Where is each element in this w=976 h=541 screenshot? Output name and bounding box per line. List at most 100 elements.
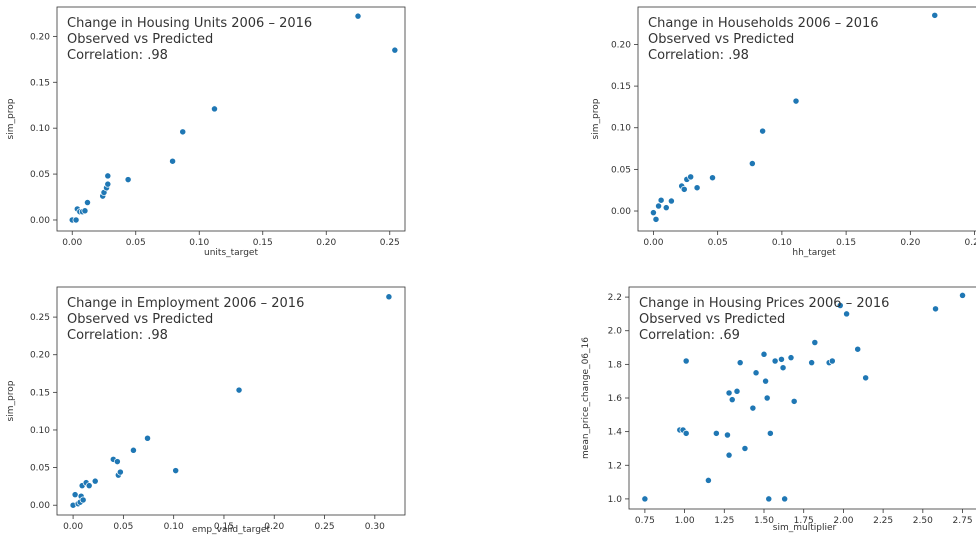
data-point bbox=[763, 394, 771, 402]
chart-annotation-title: Change in Housing Units 2006 – 2016 bbox=[67, 16, 312, 31]
y-tick-label: 1.6 bbox=[608, 394, 623, 404]
data-point bbox=[725, 389, 733, 397]
x-tick-label: 0.10 bbox=[189, 238, 209, 248]
data-point bbox=[771, 357, 779, 365]
chart-annotation-title: Change in Employment 2006 – 2016 bbox=[67, 296, 304, 311]
data-point bbox=[725, 451, 733, 459]
data-point bbox=[736, 359, 744, 367]
data-point bbox=[72, 216, 80, 224]
data-point bbox=[749, 404, 757, 412]
data-point bbox=[144, 434, 151, 442]
data-point bbox=[179, 128, 187, 136]
data-point bbox=[779, 364, 787, 372]
data-point bbox=[81, 207, 89, 215]
chart-housing-prices-svg: 0.75 1.00 1.25 1.50 1.75 2.00 2.25 2.50 2.75 1.0 1… bbox=[581, 286, 976, 533]
plot-frame bbox=[637, 6, 976, 232]
data-point bbox=[766, 429, 774, 437]
data-point bbox=[762, 377, 770, 385]
y-tick-label: 0.00 bbox=[611, 207, 631, 217]
data-point bbox=[91, 477, 99, 485]
data-point bbox=[84, 199, 91, 206]
data-point bbox=[704, 476, 712, 484]
chart-annotation-correlation: Correlation: .98 bbox=[648, 48, 749, 63]
data-point bbox=[662, 204, 670, 212]
data-point bbox=[790, 397, 798, 405]
data-point bbox=[129, 446, 137, 454]
x-tick-label: 0.00 bbox=[62, 238, 82, 248]
x-tick-label: 0.20 bbox=[316, 238, 336, 248]
data-point bbox=[391, 46, 399, 54]
y-axis-label: sim_prop bbox=[6, 380, 16, 421]
y-tick-label: 1.8 bbox=[608, 360, 623, 370]
x-tick-label: 0.25 bbox=[380, 238, 400, 248]
chart-housing-units: 0.00 0.05 0.10 0.15 0.20 0.25 0.00 0.05 0.10 0.15… bbox=[0, 0, 420, 265]
data-point bbox=[811, 339, 819, 346]
data-point bbox=[85, 482, 93, 490]
y-tick-label: 0.20 bbox=[30, 351, 50, 361]
x-axis-label: sim_multiplier bbox=[773, 523, 837, 533]
x-tick-label: 0.20 bbox=[264, 522, 284, 532]
chart-employment: 0.00 0.05 0.10 0.15 0.20 0.25 0.30 0.00 0.05 0.10… bbox=[0, 275, 420, 537]
data-point bbox=[169, 157, 177, 165]
data-point bbox=[748, 160, 756, 168]
data-point bbox=[682, 429, 690, 437]
y-tick-label: 0.05 bbox=[30, 170, 50, 180]
y-tick-label: 0.25 bbox=[30, 313, 50, 323]
y-tick-label: 2.0 bbox=[608, 327, 623, 337]
y-tick-label: 0.15 bbox=[30, 78, 50, 88]
x-tick-label: 0.25 bbox=[965, 238, 976, 248]
y-tick-label: 2.2 bbox=[608, 293, 622, 303]
x-tick-label: 2.75 bbox=[953, 516, 973, 526]
x-axis-label: units_target bbox=[204, 248, 258, 258]
chart-households-svg: 0.00 0.05 0.10 0.15 0.20 0.25 0.00 0.05 0.10 0.15… bbox=[591, 6, 976, 258]
data-point bbox=[649, 209, 657, 217]
x-tick-label: 0.00 bbox=[643, 238, 663, 248]
data-point bbox=[836, 302, 844, 309]
x-tick-label: 0.05 bbox=[126, 238, 146, 248]
y-axis-label: sim_prop bbox=[591, 98, 601, 139]
chart-annotation-subtitle: Observed vs Predicted bbox=[67, 32, 213, 47]
plot-frame bbox=[56, 6, 406, 232]
data-point bbox=[641, 495, 649, 503]
x-tick-label: 0.05 bbox=[708, 238, 728, 248]
data-point bbox=[752, 369, 760, 377]
data-point bbox=[693, 184, 701, 192]
y-tick-label: 1.0 bbox=[608, 495, 623, 505]
chart-annotation-correlation: Correlation: .69 bbox=[639, 328, 740, 343]
data-point bbox=[712, 429, 720, 437]
x-tick-label: 2.50 bbox=[913, 516, 933, 526]
x-tick-label: 0.15 bbox=[214, 522, 234, 532]
data-point bbox=[709, 174, 716, 182]
data-point bbox=[104, 180, 112, 188]
x-tick-label: 1.25 bbox=[714, 516, 734, 526]
x-tick-label: 0.75 bbox=[635, 516, 655, 526]
chart-annotation-title: Change in Households 2006 – 2016 bbox=[648, 16, 879, 31]
chart-annotation-title: Change in Housing Prices 2006 – 2016 bbox=[639, 296, 889, 311]
chart-households: 0.00 0.05 0.10 0.15 0.20 0.25 0.00 0.05 0.10 0.15… bbox=[585, 0, 976, 265]
data-point bbox=[667, 197, 675, 205]
chart-housing-units-svg: 0.00 0.05 0.10 0.15 0.20 0.25 0.00 0.05 0.10 0.15… bbox=[6, 6, 406, 258]
chart-annotation-correlation: Correlation: .98 bbox=[67, 328, 168, 343]
y-tick-label: 0.20 bbox=[611, 40, 631, 50]
data-point bbox=[959, 291, 966, 299]
data-point bbox=[680, 185, 688, 193]
data-point bbox=[116, 468, 124, 476]
data-point bbox=[759, 127, 767, 135]
x-tick-label: 1.75 bbox=[794, 516, 814, 526]
data-point bbox=[172, 467, 180, 475]
y-tick-label: 0.00 bbox=[30, 501, 50, 511]
x-tick-label: 0.25 bbox=[315, 522, 335, 532]
data-point bbox=[104, 172, 112, 180]
data-point bbox=[931, 11, 939, 19]
data-point bbox=[787, 354, 795, 362]
y-tick-label: 1.4 bbox=[608, 428, 623, 438]
data-point bbox=[728, 396, 736, 404]
data-point bbox=[354, 12, 362, 20]
data-point bbox=[808, 359, 816, 367]
chart-annotation-correlation: Correlation: .98 bbox=[67, 48, 168, 63]
y-tick-label: 0.10 bbox=[30, 124, 50, 134]
y-tick-label: 0.15 bbox=[611, 82, 631, 92]
data-point bbox=[781, 495, 789, 503]
data-point bbox=[211, 105, 218, 113]
data-point bbox=[71, 491, 79, 499]
